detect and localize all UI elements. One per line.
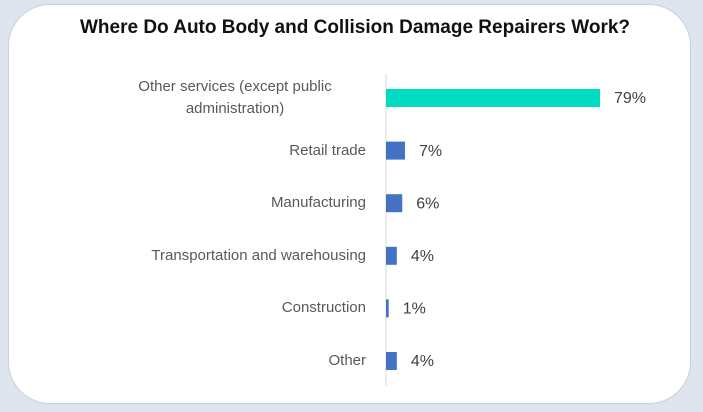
value-label: 4% (411, 248, 434, 265)
category-label: Other (328, 352, 366, 369)
value-label: 4% (411, 353, 434, 370)
category-label: Construction (281, 299, 366, 317)
chart-card (8, 4, 691, 404)
category-label: Retail trade (289, 141, 366, 159)
bar (386, 141, 405, 160)
category-label: Other services (except public administra… (138, 78, 332, 117)
value-label: 79% (614, 90, 646, 107)
value-label: 6% (416, 195, 439, 212)
value-label: 1% (403, 301, 426, 318)
category-label: Manufacturing (270, 194, 366, 212)
bar (386, 194, 403, 213)
bar (386, 246, 397, 265)
bar (386, 89, 600, 107)
category-label: Transportation and warehousing (151, 246, 366, 264)
bar (386, 299, 389, 318)
chart-title: Where Do Auto Body and Collision Damage … (79, 17, 631, 38)
bar (386, 352, 397, 370)
value-label: 7% (419, 143, 442, 160)
